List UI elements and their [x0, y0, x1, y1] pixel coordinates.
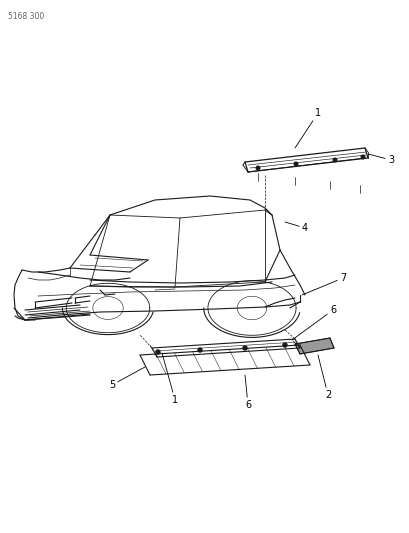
- Circle shape: [282, 343, 286, 347]
- Text: 6: 6: [291, 305, 335, 340]
- Circle shape: [294, 162, 297, 166]
- Text: 5: 5: [108, 367, 145, 390]
- Circle shape: [333, 158, 336, 162]
- Circle shape: [360, 155, 364, 159]
- Circle shape: [243, 346, 246, 350]
- Text: 2: 2: [317, 355, 330, 400]
- Text: 3: 3: [367, 154, 393, 165]
- Circle shape: [155, 350, 160, 354]
- Text: 4: 4: [284, 222, 308, 233]
- Polygon shape: [294, 338, 333, 354]
- Circle shape: [198, 348, 202, 352]
- Text: 1: 1: [294, 108, 320, 148]
- Text: 1: 1: [162, 353, 178, 405]
- Text: 5168 300: 5168 300: [8, 12, 44, 21]
- Text: 7: 7: [301, 273, 346, 295]
- Circle shape: [256, 166, 259, 170]
- Text: 6: 6: [244, 375, 250, 410]
